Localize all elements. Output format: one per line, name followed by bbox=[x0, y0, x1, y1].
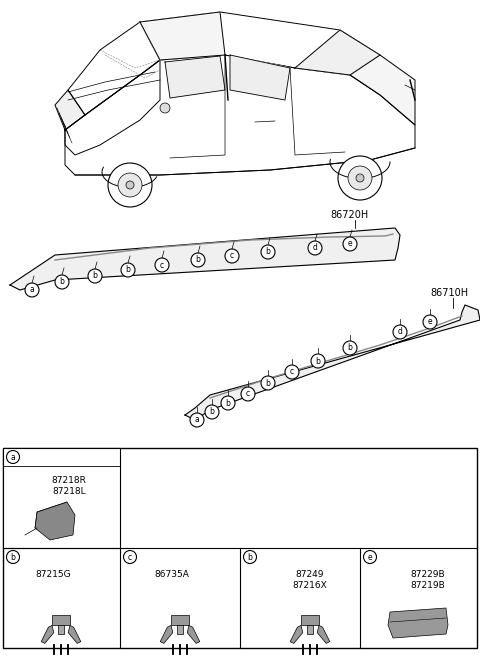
Circle shape bbox=[261, 245, 275, 259]
Circle shape bbox=[7, 451, 20, 463]
Text: 86720H: 86720H bbox=[330, 210, 368, 220]
Circle shape bbox=[393, 325, 407, 339]
Text: c: c bbox=[128, 553, 132, 562]
Text: 87215G: 87215G bbox=[35, 570, 71, 579]
Circle shape bbox=[108, 163, 152, 207]
Text: e: e bbox=[348, 240, 352, 248]
Bar bbox=[307, 625, 312, 635]
Polygon shape bbox=[55, 90, 85, 130]
Text: e: e bbox=[368, 553, 372, 562]
Circle shape bbox=[155, 258, 169, 272]
Text: a: a bbox=[194, 415, 199, 424]
Text: c: c bbox=[230, 252, 234, 260]
Circle shape bbox=[118, 173, 142, 197]
Polygon shape bbox=[187, 625, 200, 643]
Circle shape bbox=[123, 551, 136, 564]
Bar bbox=[177, 625, 183, 635]
Text: b: b bbox=[265, 248, 270, 256]
Text: c: c bbox=[290, 367, 294, 376]
Circle shape bbox=[55, 275, 69, 289]
Circle shape bbox=[243, 551, 256, 564]
Circle shape bbox=[348, 166, 372, 190]
Polygon shape bbox=[65, 55, 415, 175]
Circle shape bbox=[225, 249, 239, 263]
Polygon shape bbox=[65, 60, 160, 155]
Polygon shape bbox=[350, 55, 415, 125]
Circle shape bbox=[25, 283, 39, 297]
Circle shape bbox=[423, 315, 437, 329]
Circle shape bbox=[338, 156, 382, 200]
Circle shape bbox=[356, 174, 364, 182]
Text: a: a bbox=[11, 453, 15, 461]
Text: b: b bbox=[93, 271, 97, 281]
Text: c: c bbox=[246, 390, 250, 399]
Text: b: b bbox=[195, 256, 201, 265]
Text: 86735A: 86735A bbox=[155, 570, 190, 579]
Text: 87216X: 87216X bbox=[293, 581, 327, 590]
Polygon shape bbox=[10, 228, 400, 290]
Circle shape bbox=[190, 413, 204, 427]
Circle shape bbox=[205, 405, 219, 419]
Circle shape bbox=[343, 341, 357, 355]
Bar bbox=[52, 614, 70, 625]
Text: 87218R: 87218R bbox=[51, 476, 86, 485]
Text: d: d bbox=[397, 327, 402, 336]
Polygon shape bbox=[35, 502, 75, 540]
Polygon shape bbox=[230, 55, 290, 100]
Polygon shape bbox=[68, 22, 160, 115]
Text: 87218L: 87218L bbox=[52, 487, 86, 496]
Text: 86710H: 86710H bbox=[430, 288, 468, 298]
Text: b: b bbox=[348, 344, 352, 353]
Circle shape bbox=[285, 365, 299, 379]
Circle shape bbox=[311, 354, 325, 368]
Polygon shape bbox=[160, 625, 173, 643]
Polygon shape bbox=[317, 625, 330, 643]
Text: b: b bbox=[210, 407, 215, 417]
Circle shape bbox=[160, 103, 170, 113]
Text: b: b bbox=[126, 265, 131, 275]
Bar bbox=[58, 625, 64, 635]
Text: b: b bbox=[248, 553, 252, 562]
Polygon shape bbox=[41, 625, 54, 643]
Circle shape bbox=[126, 181, 134, 189]
Circle shape bbox=[191, 253, 205, 267]
Bar bbox=[3, 448, 477, 648]
Text: c: c bbox=[160, 260, 164, 269]
Text: b: b bbox=[60, 277, 64, 286]
Bar bbox=[301, 614, 319, 625]
Polygon shape bbox=[140, 12, 225, 60]
Text: e: e bbox=[428, 317, 432, 327]
Bar bbox=[171, 614, 189, 625]
Polygon shape bbox=[68, 625, 81, 643]
Circle shape bbox=[88, 269, 102, 283]
Polygon shape bbox=[140, 12, 380, 75]
Polygon shape bbox=[388, 608, 448, 638]
Circle shape bbox=[7, 551, 20, 564]
Polygon shape bbox=[185, 305, 480, 420]
Text: b: b bbox=[315, 357, 321, 365]
Text: b: b bbox=[11, 553, 15, 562]
Text: a: a bbox=[30, 286, 35, 294]
Text: d: d bbox=[312, 244, 317, 252]
Bar bbox=[3, 448, 120, 548]
Text: 87229B: 87229B bbox=[411, 570, 445, 579]
Circle shape bbox=[308, 241, 322, 255]
Text: b: b bbox=[265, 378, 270, 388]
Circle shape bbox=[261, 376, 275, 390]
Text: b: b bbox=[226, 399, 230, 407]
Text: 87219B: 87219B bbox=[410, 581, 445, 590]
Text: 87249: 87249 bbox=[296, 570, 324, 579]
Circle shape bbox=[363, 551, 376, 564]
Circle shape bbox=[121, 263, 135, 277]
Circle shape bbox=[343, 237, 357, 251]
Polygon shape bbox=[165, 56, 225, 98]
Polygon shape bbox=[290, 625, 303, 643]
Polygon shape bbox=[295, 30, 380, 75]
Circle shape bbox=[221, 396, 235, 410]
Circle shape bbox=[241, 387, 255, 401]
